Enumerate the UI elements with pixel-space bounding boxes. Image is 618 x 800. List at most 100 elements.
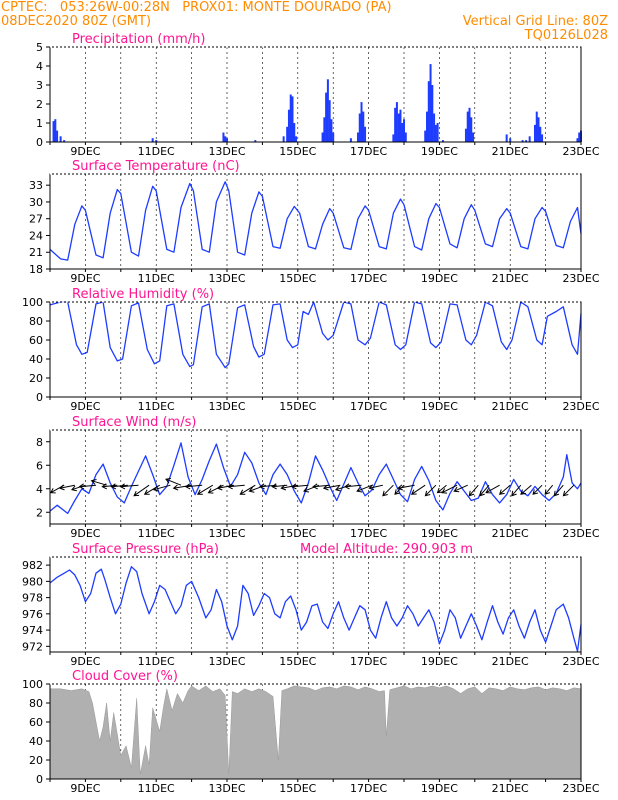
y-tick-label: 6 <box>36 459 43 472</box>
wind-vector-arrow <box>239 484 256 495</box>
cloud-panel: 0 20 40 60 80 100 9DEC 11DEC 13DEC 15DEC 17DEC 19DE… <box>22 669 600 795</box>
y-tick-label: 974 <box>22 624 43 637</box>
wind-vector-arrow <box>498 484 511 495</box>
wind-vector-arrow <box>216 484 235 491</box>
precip-bar <box>525 140 528 142</box>
wind-vector-arrow <box>110 483 128 490</box>
x-tick-label: 9DEC <box>70 527 100 540</box>
wind-vector-arrow <box>544 484 554 495</box>
pressure-line <box>49 566 582 652</box>
y-tick-label: 80 <box>29 315 43 328</box>
precip-bar <box>224 136 227 142</box>
precip-bar <box>533 124 536 142</box>
y-tick-label: 4 <box>36 483 43 496</box>
precip-bar <box>289 94 292 142</box>
precip-bar <box>434 124 437 142</box>
x-tick-label: 21DEC <box>492 145 529 158</box>
x-tick-label: 23DEC <box>562 145 599 158</box>
panel-title: Cloud Cover (%) <box>72 669 178 684</box>
y-tick-label: 0 <box>36 136 43 149</box>
x-tick-label: 9DEC <box>70 272 100 285</box>
precip-bar <box>403 119 405 142</box>
wind-vector-arrow <box>152 484 171 492</box>
precip-bar <box>395 102 398 142</box>
x-tick-label: 15DEC <box>279 272 316 285</box>
wind-vector-arrow <box>207 484 224 494</box>
precip-bar <box>535 111 538 142</box>
x-tick-label: 23DEC <box>562 655 599 668</box>
wind-vector-arrow <box>280 484 298 491</box>
precip-bar <box>151 138 154 142</box>
wind-vector-arrow <box>290 483 309 490</box>
cloud-cover-area <box>49 685 582 780</box>
wind-vector-arrow <box>436 484 447 494</box>
y-tick-label: 20 <box>29 754 43 767</box>
precip-bar <box>356 132 359 142</box>
precip-bar <box>323 117 326 142</box>
precip-bar <box>509 138 512 142</box>
precip-bar <box>54 119 57 142</box>
precip-bar <box>286 126 289 142</box>
x-tick-label: 17DEC <box>350 145 387 158</box>
y-tick-label: 30 <box>29 196 43 209</box>
wind-vector-arrow <box>485 484 500 494</box>
precip-panel: 0 1 2 3 4 5 9DEC 11DEC 13DEC 15DEC 17DEC 19DEC 21DEC… <box>36 32 600 158</box>
x-tick-label: 23DEC <box>562 272 599 285</box>
y-tick-label: 60 <box>29 716 43 729</box>
wind-vector-arrow <box>196 484 214 495</box>
wind-vector-arrow <box>184 483 203 490</box>
y-tick-label: 2 <box>36 506 43 519</box>
precip-bar <box>541 134 544 142</box>
temp-line <box>49 181 582 261</box>
y-tick-label: 2 <box>36 98 43 111</box>
x-tick-label: 9DEC <box>70 655 100 668</box>
y-tick-label: 0 <box>36 773 43 786</box>
x-tick-label: 11DEC <box>138 145 175 158</box>
x-tick-label: 13DEC <box>208 145 245 158</box>
x-tick-label: 21DEC <box>492 400 529 413</box>
precip-bar <box>52 121 55 142</box>
wind-vector-arrow <box>58 484 75 491</box>
precip-bar <box>364 126 367 142</box>
wind-vector-arrow <box>119 483 139 490</box>
x-tick-label: 17DEC <box>350 527 387 540</box>
wind-vector-arrow <box>511 484 522 497</box>
x-tick-label: 13DEC <box>208 655 245 668</box>
precip-bar <box>282 136 285 142</box>
wind-line <box>49 442 582 515</box>
precip-bar <box>576 138 579 142</box>
precip-bar <box>468 107 471 142</box>
y-tick-label: 33 <box>29 179 43 192</box>
x-tick-label: 23DEC <box>562 400 599 413</box>
precip-bar <box>332 132 335 142</box>
precip-bar <box>291 96 294 142</box>
y-tick-label: 60 <box>29 334 43 347</box>
panel-title: Surface Pressure (hPa) <box>72 542 219 557</box>
x-tick-label: 23DEC <box>562 527 599 540</box>
x-tick-label: 13DEC <box>208 272 245 285</box>
precip-bar <box>464 128 467 142</box>
precip-bar <box>254 140 257 142</box>
precip-bar <box>392 134 395 142</box>
precip-bar <box>325 92 328 142</box>
precip-bar <box>404 132 407 142</box>
precip-bar <box>466 111 469 142</box>
precip-bar <box>431 85 434 142</box>
precip-bar <box>63 140 66 142</box>
wind-vector-arrow <box>532 484 543 495</box>
precip-bar <box>578 132 581 142</box>
panel-title: Relative Humidity (%) <box>72 287 214 302</box>
header-grid-line-note: Vertical Grid Line: 80Z <box>462 14 608 29</box>
header-model-code: TQ0126L028 <box>524 28 608 43</box>
precip-bar <box>424 130 427 142</box>
temp-panel: 18 21 24 27 30 33 9DEC 11DEC 13DEC 15DEC 17DEC 19DE… <box>29 159 600 285</box>
wind-vector-arrow <box>468 484 479 497</box>
wind-vector-arrow <box>344 483 362 490</box>
wind-vector-arrow <box>312 483 330 490</box>
precip-bar <box>56 130 59 142</box>
precip-bar <box>328 100 331 142</box>
wind-vector-arrow <box>101 483 118 490</box>
x-tick-label: 23DEC <box>562 782 599 795</box>
y-tick-label: 100 <box>22 296 43 309</box>
